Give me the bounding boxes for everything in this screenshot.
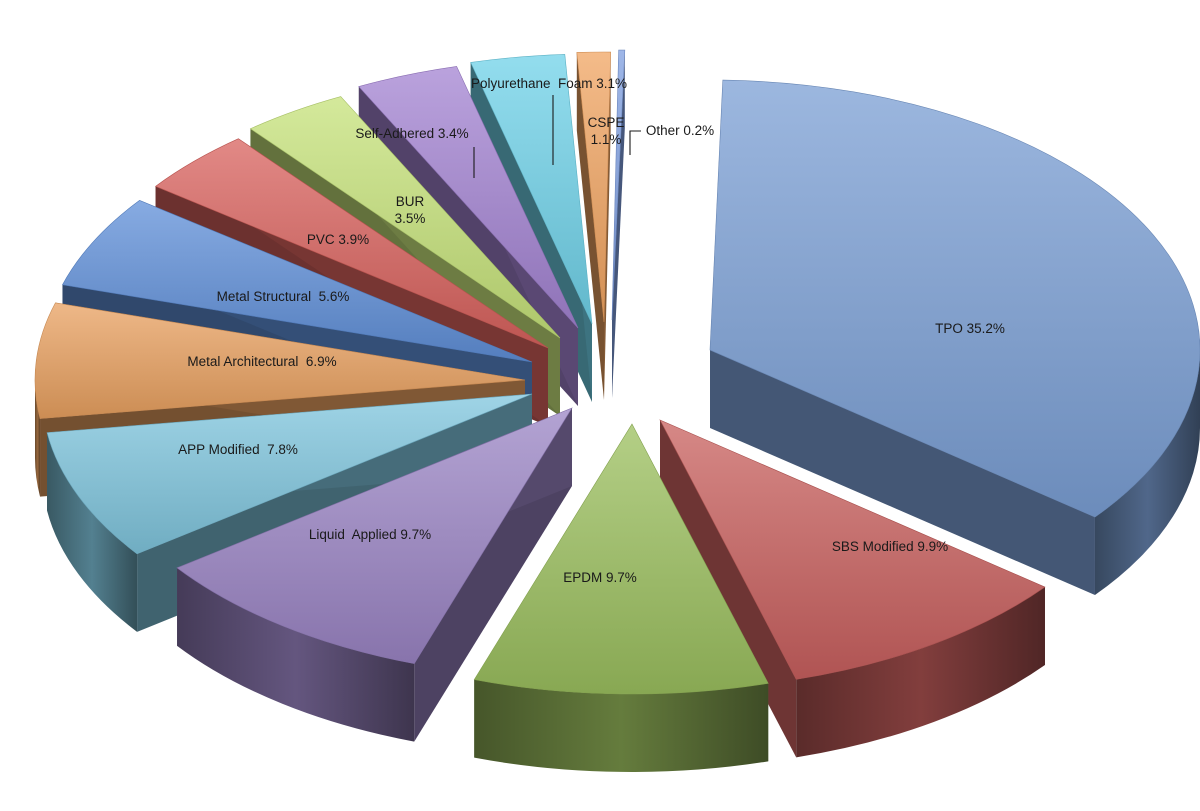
slice-label-line: Polyurethane Foam 3.1% (471, 76, 627, 91)
slice-label-polyurethane-foam: Polyurethane Foam 3.1% (471, 76, 627, 91)
slice-wall-cspe (576, 52, 604, 401)
slice-label-metal-architectural: Metal Architectural 6.9% (187, 354, 336, 369)
slice-rim-metal-architectural (35, 380, 41, 497)
slice-liquid-applied (176, 407, 573, 664)
slice-metal-architectural (34, 302, 526, 419)
slice-self-adhered (358, 66, 579, 329)
leader-lines-layer (473, 95, 641, 178)
slice-pvc (154, 138, 549, 349)
slice-wall-tpo (710, 350, 1095, 596)
slice-label-line: Liquid Applied 9.7% (309, 527, 431, 542)
slice-label-line: 1.1% (591, 132, 622, 147)
slice-label-tpo: TPO 35.2% (935, 321, 1005, 336)
slice-wall-cspe (604, 52, 611, 400)
slice-label-line: Self-Adhered 3.4% (355, 126, 468, 141)
slice-cspe (576, 51, 611, 323)
slice-epdm (473, 423, 769, 695)
slice-label-pvc: PVC 3.9% (307, 232, 369, 247)
slice-label-line: TPO 35.2% (935, 321, 1005, 336)
slice-label-liquid-applied: Liquid Applied 9.7% (309, 527, 431, 542)
slice-tpo (709, 79, 1200, 518)
slice-other (611, 49, 626, 321)
slice-label-metal-structural: Metal Structural 5.6% (217, 289, 350, 304)
slice-label-line: CSPE (588, 115, 625, 130)
leader-line-other (629, 130, 641, 155)
slice-tops-layer (34, 49, 1200, 695)
slice-label-line: PVC 3.9% (307, 232, 369, 247)
slice-label-line: Metal Architectural 6.9% (187, 354, 336, 369)
slice-rim-liquid-applied (177, 567, 415, 742)
slice-metal-structural (62, 199, 533, 363)
slice-label-self-adhered: Self-Adhered 3.4% (355, 126, 468, 141)
slice-sbs-modified (659, 419, 1046, 680)
slice-rim-tpo (1094, 350, 1200, 596)
slice-rim-app-modified (47, 432, 138, 632)
slice-label-line: APP Modified 7.8% (178, 442, 298, 457)
slice-polyurethane-foam (470, 54, 593, 325)
slice-bur (249, 96, 561, 339)
slice-label-line: BUR (396, 194, 425, 209)
slice-rim-epdm (474, 679, 769, 772)
slice-label-line: Other 0.2% (646, 123, 714, 138)
slice-label-line: Metal Structural 5.6% (217, 289, 350, 304)
slice-label-line: SBS Modified 9.9% (832, 539, 948, 554)
slice-label-app-modified: APP Modified 7.8% (178, 442, 298, 457)
slice-label-cspe: CSPE 1.1% (588, 115, 625, 147)
slice-label-epdm: EPDM 9.7% (563, 570, 637, 585)
slice-label-other: Other 0.2% (646, 123, 714, 138)
slice-rim-sbs-modified (796, 587, 1045, 758)
slice-label-bur: BUR 3.5% (395, 194, 426, 226)
slice-labels-layer: TPO 35.2% SBS Modified 9.9% EPDM 9.7% Liqui… (178, 76, 1005, 585)
slice-label-line: 3.5% (395, 211, 426, 226)
slice-label-sbs-modified: SBS Modified 9.9% (832, 539, 948, 554)
slice-wall-other (612, 50, 625, 398)
slice-app-modified (46, 393, 533, 555)
slice-label-line: EPDM 9.7% (563, 570, 637, 585)
